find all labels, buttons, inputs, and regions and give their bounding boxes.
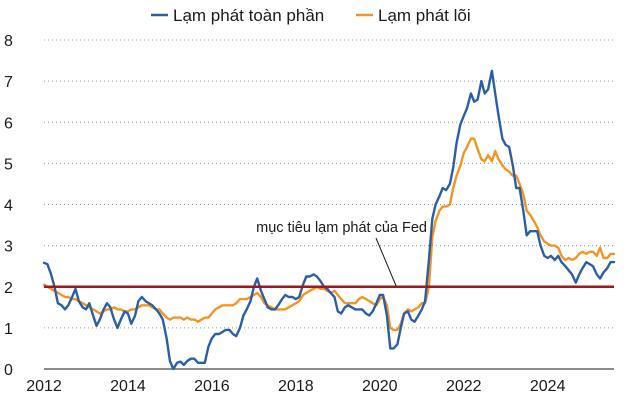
- x-tick-label: 2024: [530, 378, 566, 395]
- y-tick-label: 5: [4, 156, 13, 173]
- target-line-label: mục tiêu lạm phát của Fed: [256, 220, 427, 236]
- x-tick-label: 2022: [446, 378, 482, 395]
- series-line-headline: [42, 69, 616, 371]
- x-axis: 2012 2014 2016 2018 2020 2022 2024: [26, 378, 565, 395]
- y-tick-label: 8: [4, 33, 13, 50]
- y-axis: 0 1 2 3 4 5 6 7 8: [4, 33, 13, 379]
- y-tick-label: 7: [4, 74, 13, 91]
- y-tick-label: 1: [4, 321, 13, 338]
- x-tick-label: 2014: [110, 378, 146, 395]
- y-tick-label: 3: [4, 239, 13, 256]
- legend-label-core: Lạm phát lõi: [378, 6, 471, 25]
- y-tick-label: 6: [4, 115, 13, 132]
- y-tick-label: 0: [4, 362, 13, 379]
- x-tick-label: 2020: [362, 378, 398, 395]
- x-tick-label: 2018: [278, 378, 314, 395]
- y-tick-label: 4: [4, 198, 13, 215]
- series-lines: [42, 69, 616, 371]
- grid-lines: [44, 39, 614, 329]
- legend: Lạm phát toàn phần Lạm phát lõi: [151, 6, 471, 25]
- annotation-leader-line: [375, 237, 397, 286]
- y-tick-label: 2: [4, 280, 13, 297]
- legend-label-headline: Lạm phát toàn phần: [173, 6, 324, 25]
- x-tick-label: 2016: [194, 378, 230, 395]
- x-tick-label: 2012: [26, 378, 62, 395]
